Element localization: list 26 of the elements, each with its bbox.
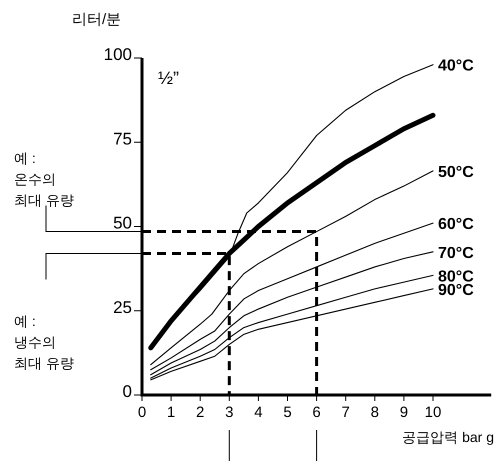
x-tick-label: 1 xyxy=(166,404,176,421)
series-label: 40°C xyxy=(438,58,474,75)
x-tick-label: 3 xyxy=(225,404,234,421)
text: 예 : 냉수의 최대 유량 xyxy=(14,313,74,371)
x-tick-label: 8 xyxy=(370,404,379,421)
x-tick-label: 2 xyxy=(196,404,204,421)
x-axis-title: 공급압력 bar g xyxy=(402,429,494,445)
text: 예 : 온수의 최대 유량 xyxy=(14,150,74,208)
x-tick-label: 6 xyxy=(312,404,321,421)
y-tick-label: 50 xyxy=(113,214,132,232)
series-label: 60°C xyxy=(438,216,474,234)
x-tick-label: 5 xyxy=(283,404,292,421)
series-label: 70°C xyxy=(438,244,474,262)
y-tick-label: 0 xyxy=(122,382,132,401)
x-tick-label: 10 xyxy=(424,404,442,421)
y-tick-label: 25 xyxy=(113,298,132,317)
y-tick-label: 75 xyxy=(113,129,132,148)
annotation: ½” xyxy=(158,68,180,88)
y-tick-label: 100 xyxy=(104,45,132,64)
series-label: 50°C xyxy=(438,164,474,181)
x-tick-label: 9 xyxy=(400,404,408,421)
y-axis-title: 리터/분 xyxy=(72,11,122,28)
x-tick-label: 7 xyxy=(342,404,350,421)
series-label: 90°C xyxy=(438,282,474,299)
x-tick-label: 4 xyxy=(254,404,263,421)
x-tick-label: 0 xyxy=(138,404,146,421)
